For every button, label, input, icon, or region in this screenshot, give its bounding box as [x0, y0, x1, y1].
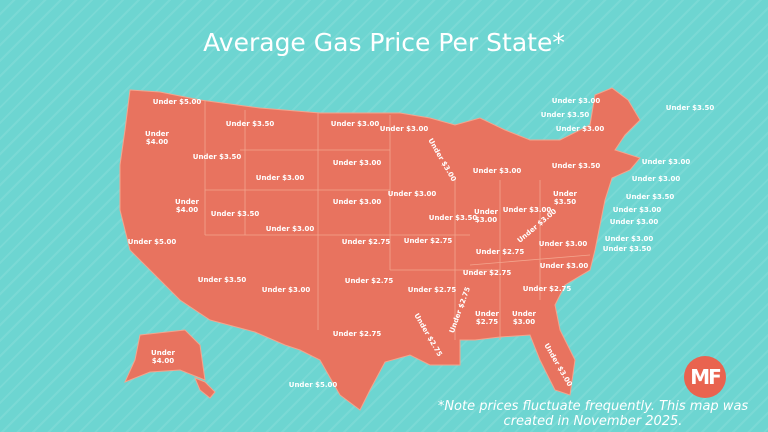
price-label: Under $5.00 [152, 97, 202, 106]
price-label: Under $2.75 [475, 247, 525, 256]
price-label: Under $3.50 [553, 189, 577, 206]
price-label: Under $2.75 [403, 236, 453, 245]
price-label: Under $3.00 [332, 158, 382, 167]
price-label: Under $3.00 [472, 166, 522, 175]
alaska [124, 329, 206, 383]
price-label: Under $2.75 [462, 268, 512, 277]
price-label: Under $3.00 [474, 207, 498, 224]
price-label: Under $3.00 [512, 309, 536, 326]
price-label: Under $2.75 [407, 285, 457, 294]
price-label: Under $5.00 [288, 380, 338, 389]
price-label: Under $5.00 [127, 237, 177, 246]
price-label: Under $3.00 [265, 224, 315, 233]
logo: MF [684, 356, 726, 398]
us-mainland [119, 87, 641, 411]
price-label: Under $3.00 [330, 119, 380, 128]
price-label: Under $3.00 [502, 205, 552, 214]
price-label: Under $3.50 [225, 119, 275, 128]
price-label: Under $3.00 [261, 285, 311, 294]
price-label: Under $3.00 [555, 124, 605, 133]
price-label: Under $4.00 [151, 348, 175, 365]
price-label: Under $2.75 [344, 276, 394, 285]
price-label: Under $3.00 [631, 174, 681, 183]
price-label: Under $4.00 [145, 129, 169, 146]
price-label: Under $2.75 [522, 284, 572, 293]
price-label: Under $3.00 [379, 124, 429, 133]
price-label: Under $3.50 [625, 192, 675, 201]
note: *Note prices fluctuate frequently. This … [437, 399, 749, 429]
price-label: Under $3.50 [197, 275, 247, 284]
price-label: Under $3.50 [665, 103, 715, 112]
price-label: Under $3.00 [539, 261, 589, 270]
title: Average Gas Price Per State* [203, 28, 565, 57]
price-label: Under $3.00 [387, 189, 437, 198]
price-label: Under $3.50 [428, 213, 478, 222]
price-label: Under $3.00 [551, 96, 601, 105]
price-label: Under $3.50 [210, 209, 260, 218]
price-label: Under $4.00 [175, 197, 199, 214]
price-label: Under $3.50 [602, 244, 652, 253]
price-label: Under $3.00 [641, 157, 691, 166]
price-label: Under $2.75 [332, 329, 382, 338]
price-label: Under $3.00 [604, 234, 654, 243]
state-borders [204, 100, 591, 340]
price-label: Under $3.00 [609, 217, 659, 226]
price-label: Under $3.00 [612, 205, 662, 214]
price-label: Under $3.00 [332, 197, 382, 206]
price-label: Under $3.00 [538, 239, 588, 248]
price-label: Under $2.75 [475, 309, 499, 326]
price-label: Under $2.75 [341, 237, 391, 246]
price-label: Under $3.50 [192, 152, 242, 161]
price-label: Under $3.00 [255, 173, 305, 182]
price-label: Under $3.50 [551, 161, 601, 170]
hawaii [194, 377, 216, 399]
price-label: Under $3.50 [540, 110, 590, 119]
